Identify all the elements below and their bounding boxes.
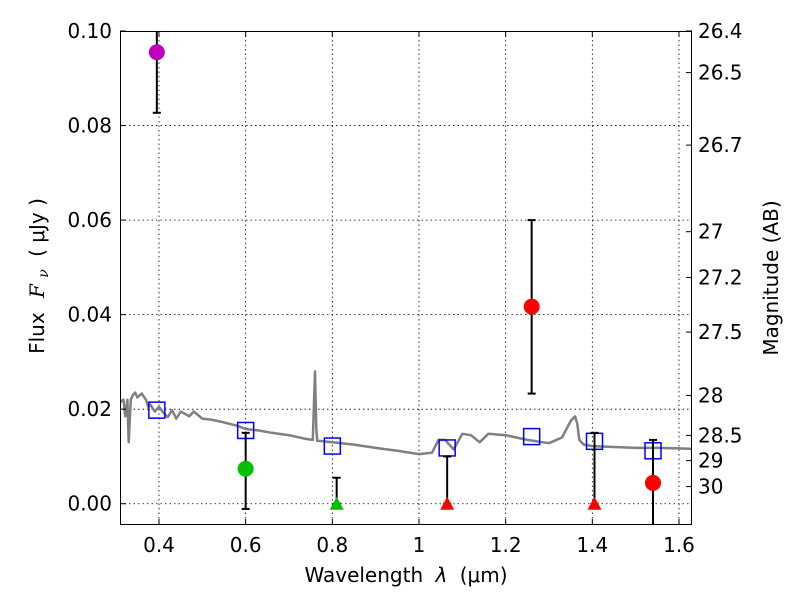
upper-limit-marker xyxy=(440,496,455,510)
y-tick-label: 0.04 xyxy=(67,303,112,327)
mag-tick-label: 27 xyxy=(698,220,723,244)
y-tick-label: 0.08 xyxy=(67,114,112,138)
y-tick-label: 0.00 xyxy=(67,492,112,516)
axis-ticks xyxy=(120,30,692,525)
plot-area xyxy=(120,31,692,525)
y-axis-label-text: Flux xyxy=(25,312,49,354)
y-axis-label-unit: ( μJy ) xyxy=(25,198,49,257)
mag-tick-label: 26.4 xyxy=(698,19,743,43)
detection-marker xyxy=(148,44,165,61)
upper-limit-marker xyxy=(587,496,602,510)
y-tick-label: 0.10 xyxy=(67,19,112,43)
detection-marker xyxy=(645,474,661,491)
right-axis-label: Magnitude (AB) xyxy=(759,200,783,355)
y-axis-label: Flux F ν ( μJy ) xyxy=(25,198,53,354)
x-axis-label-symbol: λ xyxy=(435,563,448,587)
x-tick-label: 1 xyxy=(413,533,426,557)
x-axis-label: Wavelength λ (μm) xyxy=(304,563,507,587)
plot-frame xyxy=(120,31,692,525)
model-square-marker xyxy=(148,401,166,419)
y-axis-label-symbol: F xyxy=(25,283,49,299)
y-axis-label-subscript: ν xyxy=(36,269,52,278)
x-tick-label: 1.6 xyxy=(663,533,695,557)
sed-template-line xyxy=(120,370,692,456)
detection-marker xyxy=(523,298,540,315)
y-tick-label: 0.02 xyxy=(67,397,112,421)
mag-tick-label: 28.5 xyxy=(698,423,743,447)
y-tick-label: 0.06 xyxy=(67,208,112,232)
x-tick-label: 1.2 xyxy=(490,533,522,557)
tick-labels: 0.4 0.6 0.8 1 1.2 1.4 1.6 0.00 0.02 0.04 0.06 0.08 0… xyxy=(67,19,742,557)
grid-lines xyxy=(120,31,692,525)
model-square-marker xyxy=(522,427,541,446)
mag-tick-label: 27.5 xyxy=(698,320,743,344)
x-tick-label: 0.8 xyxy=(316,533,348,557)
mag-tick-label: 26.5 xyxy=(698,61,743,85)
model-square-marker xyxy=(323,437,342,455)
x-axis-label-text: Wavelength xyxy=(304,563,423,587)
x-tick-label: 0.4 xyxy=(143,533,175,557)
mag-tick-label: 29 xyxy=(698,449,723,473)
mag-tick-label: 27.2 xyxy=(698,265,743,289)
mag-tick-label: 28 xyxy=(698,383,723,407)
x-tick-label: 0.6 xyxy=(230,533,262,557)
mag-tick-label: 26.7 xyxy=(698,133,743,157)
upper-limit-marker xyxy=(329,496,344,510)
x-tick-label: 1.4 xyxy=(576,533,608,557)
mag-tick-label: 30 xyxy=(698,475,723,499)
detection-marker xyxy=(237,460,254,477)
x-axis-label-unit: (μm) xyxy=(460,563,508,587)
